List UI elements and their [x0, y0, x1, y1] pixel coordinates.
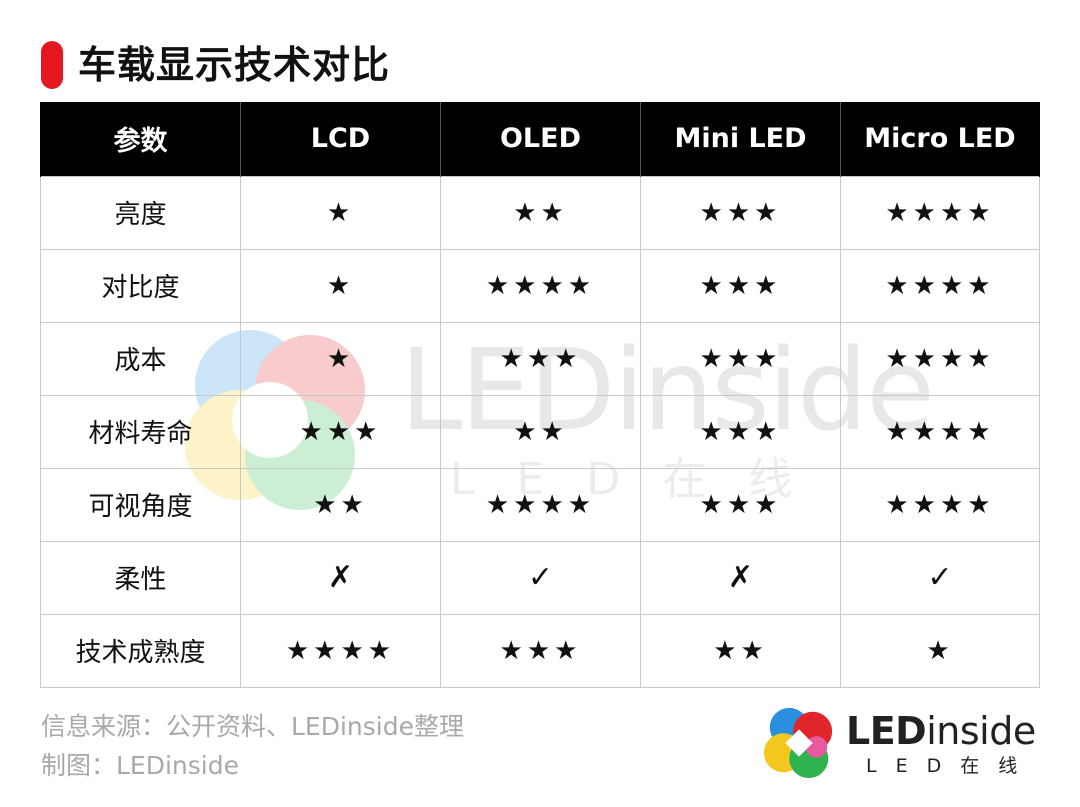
ledinside-logo-icon [763, 707, 833, 779]
param-cell: 亮度 [40, 175, 241, 250]
header-param: 参数 [40, 102, 241, 176]
rating-cell: ★★ [640, 613, 841, 688]
logo-subtext: LED在线 [866, 755, 1037, 777]
rating-cell: ★ [840, 613, 1040, 688]
rating-cell: ★★★ [640, 248, 841, 323]
param-cell: 技术成熟度 [40, 613, 241, 688]
header-mini-led: Mini LED [640, 102, 841, 176]
param-cell: 对比度 [40, 248, 241, 323]
rating-cell: ★★★★ [840, 175, 1040, 250]
credit-note: 制图：LEDinside [41, 751, 239, 780]
rating-cell: ★★★ [640, 321, 841, 396]
header-lcd: LCD [240, 102, 441, 176]
rating-cell: ★★ [440, 394, 641, 469]
rating-cell: ★★ [440, 175, 641, 250]
param-cell: 材料寿命 [40, 394, 241, 469]
title-accent-bar [41, 41, 63, 89]
page-title: 车载显示技术对比 [78, 43, 391, 87]
rating-cell: ★★★★ [440, 467, 641, 542]
cross-icon: ✗ [640, 540, 841, 615]
logo-word-rest: inside [926, 709, 1036, 753]
comparison-table: 参数 LCD OLED Mini LED Micro LED 亮度 ★ ★★ ★… [40, 102, 1040, 688]
param-cell: 成本 [40, 321, 241, 396]
source-note: 信息来源：公开资料、LEDinside整理 [41, 712, 464, 741]
param-cell: 柔性 [40, 540, 241, 615]
logo-word-bold: LED [846, 709, 927, 753]
cross-icon: ✗ [240, 540, 441, 615]
ledinside-logo: LEDinside LED在线 [760, 704, 1050, 784]
rating-cell: ★★★★ [840, 248, 1040, 323]
rating-cell: ★★ [240, 467, 441, 542]
table-row: 亮度 ★ ★★ ★★★ ★★★★ [40, 175, 1040, 250]
rating-cell: ★★★★ [440, 248, 641, 323]
param-cell: 可视角度 [40, 467, 241, 542]
rating-cell: ★ [240, 175, 441, 250]
check-icon: ✓ [840, 540, 1040, 615]
table-row: 成本 ★ ★★★ ★★★ ★★★★ [40, 321, 1040, 396]
rating-cell: ★★★ [640, 467, 841, 542]
table-row: 材料寿命 ★★★ ★★ ★★★ ★★★★ [40, 394, 1040, 469]
rating-cell: ★★★★ [840, 467, 1040, 542]
rating-cell: ★★★ [240, 394, 441, 469]
rating-cell: ★★★ [440, 613, 641, 688]
header-micro-led: Micro LED [840, 102, 1040, 176]
rating-cell: ★★★ [440, 321, 641, 396]
rating-cell: ★★★★ [240, 613, 441, 688]
rating-cell: ★ [240, 321, 441, 396]
header-oled: OLED [440, 102, 641, 176]
rating-cell: ★★★★ [840, 321, 1040, 396]
table-header-row: 参数 LCD OLED Mini LED Micro LED [40, 102, 1040, 176]
rating-cell: ★★★ [640, 394, 841, 469]
rating-cell: ★ [240, 248, 441, 323]
table-row: 柔性 ✗ ✓ ✗ ✓ [40, 540, 1040, 615]
table-row: 对比度 ★ ★★★★ ★★★ ★★★★ [40, 248, 1040, 323]
rating-cell: ★★★★ [840, 394, 1040, 469]
rating-cell: ★★★ [640, 175, 841, 250]
logo-wordmark: LEDinside [846, 708, 1036, 754]
check-icon: ✓ [440, 540, 641, 615]
table-row: 可视角度 ★★ ★★★★ ★★★ ★★★★ [40, 467, 1040, 542]
table-row: 技术成熟度 ★★★★ ★★★ ★★ ★ [40, 613, 1040, 688]
